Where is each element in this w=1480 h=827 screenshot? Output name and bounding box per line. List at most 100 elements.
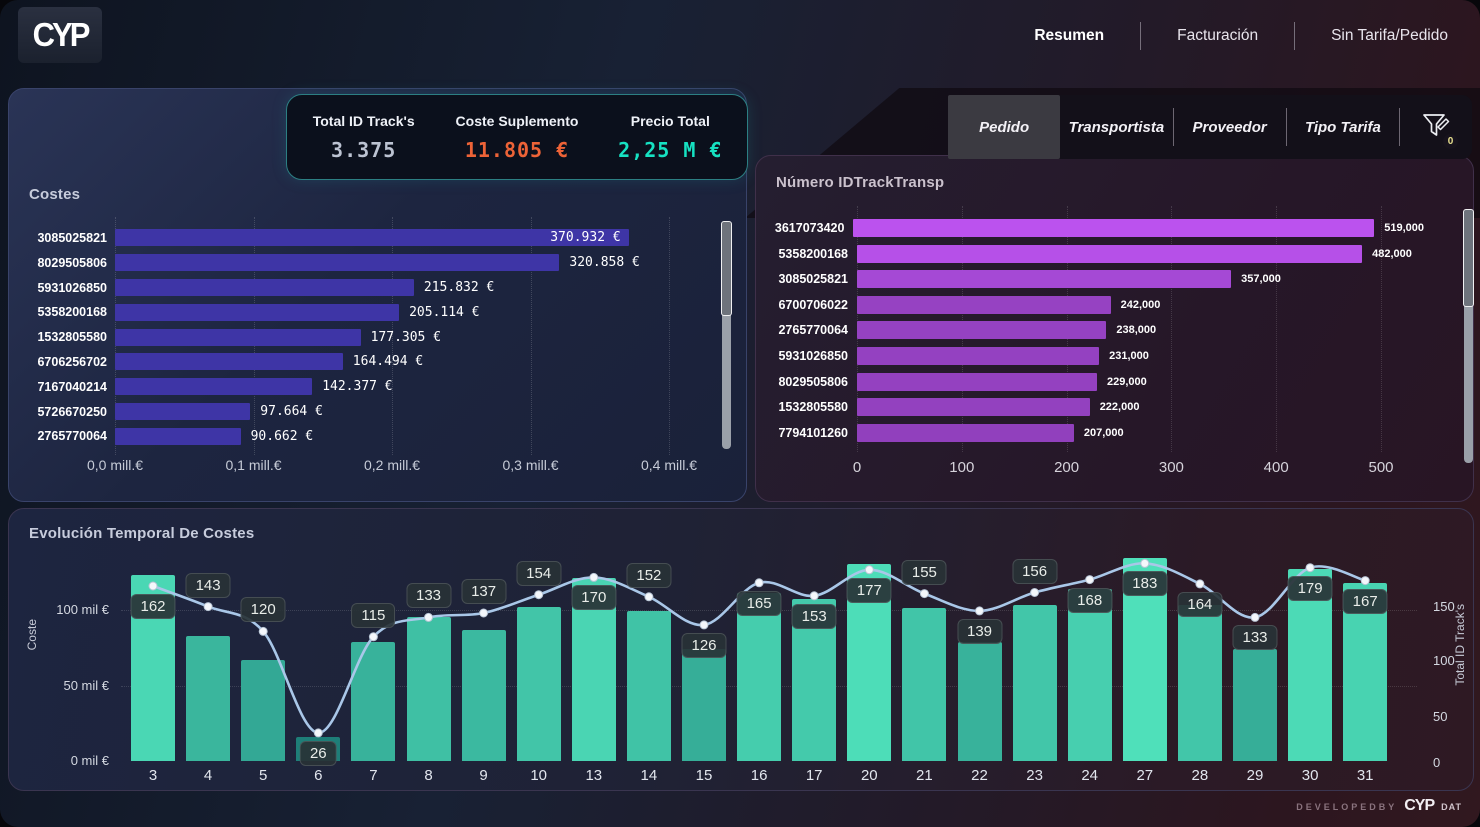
scrollbar-track[interactable] xyxy=(1463,209,1474,463)
bar-coste-dia-9[interactable] xyxy=(461,629,506,761)
line-data-label: 115 xyxy=(351,602,396,628)
table-row-idtrack: 5358200168 482,000 xyxy=(764,241,1424,267)
line-dot[interactable] xyxy=(1085,575,1095,585)
scrollbar-track[interactable] xyxy=(721,221,732,449)
bar-coste[interactable] xyxy=(115,303,400,321)
bar-coste-dia-15[interactable] xyxy=(682,649,726,761)
bar-coste[interactable] xyxy=(115,328,361,346)
line-dot[interactable] xyxy=(1250,612,1260,622)
row-label: 5358200168 xyxy=(778,246,848,261)
bar-coste-dia-10[interactable] xyxy=(516,606,561,761)
line-dot[interactable] xyxy=(258,626,268,636)
line-dot[interactable] xyxy=(368,632,378,642)
filter-button-transportista[interactable]: Transportista xyxy=(1068,118,1165,136)
bar-coste-dia-23[interactable] xyxy=(1012,605,1057,761)
filter-separator xyxy=(1172,108,1174,146)
table-row-coste: 5726670250 97.664 € xyxy=(15,399,715,424)
line-data-label: 152 xyxy=(626,562,672,588)
filter-button-tipo-tarifa[interactable]: Tipo Tarifa xyxy=(1304,118,1381,136)
bar-idtrack[interactable] xyxy=(853,218,1375,237)
bar-value-label: 242,000 xyxy=(1120,298,1161,311)
line-dot[interactable] xyxy=(699,620,709,630)
bar-value-label: 177.305 € xyxy=(370,329,442,345)
line-data-label: 162 xyxy=(130,594,176,619)
x-axis-tick: 400 xyxy=(1263,459,1289,476)
bar-idtrack[interactable] xyxy=(857,244,1363,263)
line-dot[interactable] xyxy=(644,592,654,602)
bar-coste-dia-22[interactable] xyxy=(957,641,1002,761)
nav-tab-facturaci-n[interactable]: Facturación xyxy=(1177,27,1259,44)
line-dot[interactable] xyxy=(754,578,764,588)
bar-coste-dia-5[interactable] xyxy=(241,659,286,761)
row-label: 6700706022 xyxy=(778,297,848,312)
nav-tab-resumen[interactable]: Resumen xyxy=(1034,27,1105,44)
bar-idtrack[interactable] xyxy=(857,398,1090,417)
funnel-edit-icon xyxy=(1423,114,1450,136)
bar-coste[interactable] xyxy=(115,353,343,371)
bar-coste-dia-4[interactable] xyxy=(186,635,231,761)
bar-value-label: 97.664 € xyxy=(260,404,323,420)
bar-value-label: 519,000 xyxy=(1384,221,1424,234)
bar-coste-dia-14[interactable] xyxy=(626,611,671,761)
filter-button-proveedor[interactable]: Proveedor xyxy=(1192,118,1267,136)
x-axis-tick: 15 xyxy=(695,767,713,784)
bar-idtrack[interactable] xyxy=(857,346,1100,365)
row-label: 3617073420 xyxy=(774,220,845,235)
bar-coste[interactable] xyxy=(115,279,414,297)
filter-funnel-button[interactable]: 0 xyxy=(1400,95,1472,159)
bar-coste-dia-8[interactable] xyxy=(406,617,451,761)
bar-coste[interactable] xyxy=(115,403,251,421)
bar-coste-dia-16[interactable] xyxy=(737,593,782,761)
filter-button-pedido[interactable]: Pedido xyxy=(948,95,1061,159)
bar-coste[interactable] xyxy=(115,427,241,445)
bar-value-label: 370.932 € xyxy=(550,230,621,246)
kpi-coste-suplemento: Coste Suplemento 11.805 € xyxy=(440,113,593,162)
evolucion-panel: Evolución Temporal De Costes Coste Total… xyxy=(8,508,1474,791)
bar-coste[interactable]: 370.932 € xyxy=(115,229,629,247)
gridline-vertical xyxy=(1171,206,1173,452)
line-data-label: 143 xyxy=(185,572,231,598)
y-left-axis-name: Coste xyxy=(25,619,39,651)
bar-idtrack[interactable] xyxy=(857,423,1074,442)
line-dot[interactable] xyxy=(919,589,929,599)
kpi-label: Total ID Track's xyxy=(312,112,415,129)
line-data-label: 137 xyxy=(461,579,507,604)
bar-coste-dia-7[interactable] xyxy=(351,641,396,761)
bar-idtrack[interactable] xyxy=(857,270,1232,289)
line-dot[interactable] xyxy=(534,590,544,600)
bar-value-label: 215.832 € xyxy=(423,280,495,296)
table-row-idtrack: 1532805580 222,000 xyxy=(764,394,1424,420)
nav-tab-sin-tarifa-pedido[interactable]: Sin Tarifa/Pedido xyxy=(1331,27,1448,44)
y-right-tick: 0 xyxy=(1433,755,1441,770)
line-dot[interactable] xyxy=(313,728,323,738)
table-row-coste: 6706256702 164.494 € xyxy=(15,350,715,375)
y-right-tick: 150 xyxy=(1433,599,1455,614)
bar-coste-dia-21[interactable] xyxy=(902,608,947,761)
line-dot[interactable] xyxy=(1195,579,1205,589)
kpi-label: Coste Suplemento xyxy=(455,112,579,129)
table-row-coste: 1532805580 177.305 € xyxy=(15,325,715,350)
x-axis-tick: 5 xyxy=(259,767,268,784)
bar-idtrack[interactable] xyxy=(857,372,1097,391)
scrollbar-thumb[interactable] xyxy=(721,221,732,316)
bar-coste[interactable] xyxy=(115,254,560,272)
y-right-axis-name: Total ID Track's xyxy=(1453,604,1467,686)
bar-idtrack[interactable] xyxy=(857,295,1111,314)
gridline-vertical xyxy=(669,217,670,455)
table-row-coste: 8029505806 320.858 € xyxy=(15,250,715,275)
x-axis-tick: 14 xyxy=(640,767,658,784)
developed-by-text: DEVELOPEDBY xyxy=(1296,802,1398,812)
bar-coste-dia-29[interactable] xyxy=(1233,649,1277,761)
bar-coste-dia-24[interactable] xyxy=(1067,588,1112,761)
row-label: 7794101260 xyxy=(778,425,848,440)
x-axis-tick: 0,3 mill.€ xyxy=(502,457,559,473)
bar-coste[interactable] xyxy=(115,378,313,396)
scrollbar-thumb[interactable] xyxy=(1463,209,1474,307)
bar-coste-dia-28[interactable] xyxy=(1177,605,1222,761)
line-data-label: 165 xyxy=(736,590,782,616)
x-axis-tick: 8 xyxy=(424,767,433,784)
line-dot[interactable] xyxy=(1030,588,1040,597)
line-data-label: 126 xyxy=(681,632,727,658)
bar-idtrack[interactable] xyxy=(857,321,1107,340)
kpi-card: Total ID Track's 3.375 Coste Suplemento 11.… xyxy=(286,94,748,180)
